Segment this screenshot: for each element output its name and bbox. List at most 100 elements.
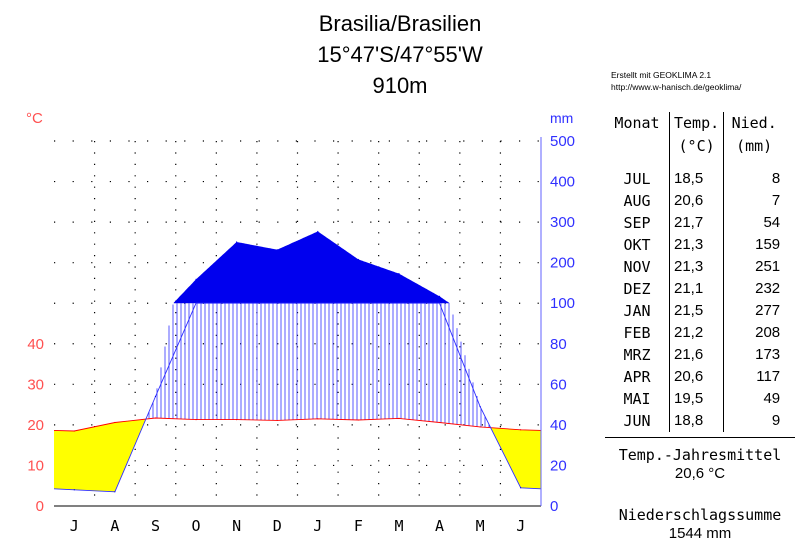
prec-tick-label: 40: [550, 417, 567, 434]
station-name: Brasilia/Brasilien: [318, 11, 482, 36]
table-row: NOV 21,3 251: [605, 256, 785, 278]
cell-prec: 7: [723, 190, 785, 212]
cell-temp: 21,5: [668, 300, 724, 322]
precipitation-point: [114, 491, 116, 493]
temp-tick-label: 40: [27, 336, 44, 353]
chart-fills: [54, 231, 541, 492]
temperature-point: [195, 419, 197, 421]
prec-tick-label: 0: [550, 498, 558, 515]
month-tick-label: N: [232, 517, 241, 535]
month-tick-label: D: [273, 517, 282, 535]
table-row: MRZ 21,6 173: [605, 344, 785, 366]
prec-tick-label: 200: [550, 255, 575, 272]
cell-prec: 117: [723, 366, 785, 388]
temperature-point: [520, 429, 522, 431]
temperature-line: [53, 417, 542, 432]
table-row: FEB 21,2 208: [605, 322, 785, 344]
prec-tick-label: 80: [550, 336, 567, 353]
cell-temp: 21,1: [668, 278, 724, 300]
chart-axes: [54, 137, 542, 507]
header-month-label: Monat: [614, 114, 660, 132]
precipitation-point: [317, 230, 319, 233]
chart-labels: J A S O N D J F M A M J 0 10 20 30 40 °C 0 20 40 60 80 100 200 30…: [26, 110, 575, 535]
precipitation-point: [398, 273, 400, 275]
month-tick-label: O: [192, 517, 201, 535]
cell-temp: 21,3: [668, 256, 724, 278]
cell-month: APR: [623, 368, 651, 386]
table-row: JUL 18,5 8: [605, 164, 785, 190]
cell-month: AUG: [623, 192, 651, 210]
header-month: Monat: [605, 112, 670, 164]
precipitation-point: [236, 241, 238, 243]
month-tick-label: M: [394, 517, 403, 535]
temperature-point: [357, 419, 359, 421]
temperature-point: [154, 417, 157, 419]
month-tick-label: F: [354, 517, 363, 535]
month-tick-label: J: [313, 517, 322, 535]
precipitation-point: [357, 258, 359, 261]
table-row: JUN 18,8 9: [605, 410, 785, 432]
cell-month: JUL: [623, 170, 651, 188]
prec-tick-label: 60: [550, 376, 567, 393]
month-tick-label: J: [70, 517, 79, 535]
arid-period-area: [54, 419, 541, 492]
precipitation-point: [73, 489, 75, 491]
precipitation-point: [438, 295, 441, 297]
cell-prec: 208: [723, 322, 785, 344]
climate-summary: Temp.-Jahresmittel 20,6 °C Niederschlags…: [605, 437, 795, 544]
temp-axis-unit: °C: [26, 110, 43, 127]
month-tick-label: A: [110, 517, 119, 535]
cell-temp: 19,5: [668, 388, 724, 410]
month-tick-label: M: [476, 517, 485, 535]
chart-title-block: Brasilia/Brasilien 15°47'S/47°55'W 910m: [250, 8, 550, 101]
cell-temp: 20,6: [668, 190, 724, 212]
temperature-point: [236, 419, 238, 421]
header-temp: Temp. (°C): [668, 112, 724, 164]
chart-lines: [53, 230, 542, 493]
cell-temp: 21,3: [668, 234, 724, 256]
prec-tick-label: 20: [550, 457, 567, 474]
climate-table-area: Monat Temp. (°C) Nied. (mm) JUL 18,5 8 AUG 2…: [605, 112, 795, 432]
station-elevation: 910m: [372, 73, 428, 98]
precipitation-point: [520, 487, 522, 489]
header-temp-unit: (°C): [678, 137, 715, 155]
temp-tick-label: 10: [27, 457, 44, 474]
cell-prec: 159: [723, 234, 785, 256]
cell-temp: 18,8: [668, 410, 724, 432]
climate-table-body: JUL 18,5 8 AUG 20,6 7 SEP 21,7 54 OKT 21,3 159 NOV 21…: [605, 164, 785, 432]
precipitation-point: [154, 395, 157, 398]
perhumid-area: [173, 231, 450, 304]
table-row: MAI 19,5 49: [605, 388, 785, 410]
header-temp-label: Temp.: [674, 114, 720, 132]
table-row: APR 20,6 117: [605, 366, 785, 388]
precipitation-line: [53, 302, 542, 493]
cell-month: MRZ: [623, 346, 651, 364]
cell-prec: 173: [723, 344, 785, 366]
table-row: DEZ 21,1 232: [605, 278, 785, 300]
month-tick-label: A: [435, 517, 444, 535]
climate-table: Monat Temp. (°C) Nied. (mm) JUL 18,5 8 AUG 2…: [605, 112, 785, 432]
header-prec: Nied. (mm): [723, 112, 785, 164]
temp-tick-label: 20: [27, 417, 44, 434]
precipitation-point: [276, 249, 278, 251]
annual-prec-label: Niederschlagssumme: [618, 506, 782, 524]
precipitation-point: [479, 406, 481, 408]
cell-prec: 54: [723, 212, 785, 234]
station-coordinates: 15°47'S/47°55'W: [317, 42, 483, 67]
annual-temp-label: Temp.-Jahresmittel: [618, 446, 782, 464]
temp-tick-label: 0: [36, 498, 44, 515]
cell-prec: 232: [723, 278, 785, 300]
table-row: SEP 21,7 54: [605, 212, 785, 234]
temperature-point: [438, 421, 441, 424]
prec-tick-label: 300: [550, 214, 575, 231]
prec-tick-label: 100: [550, 295, 575, 312]
cell-temp: 21,6: [668, 344, 724, 366]
cell-prec: 9: [723, 410, 785, 432]
temperature-point: [479, 426, 481, 428]
temperature-point: [276, 419, 278, 422]
cell-prec: 251: [723, 256, 785, 278]
table-row: JAN 21,5 277: [605, 300, 785, 322]
month-tick-label: J: [516, 517, 525, 535]
cell-month: FEB: [623, 324, 651, 342]
